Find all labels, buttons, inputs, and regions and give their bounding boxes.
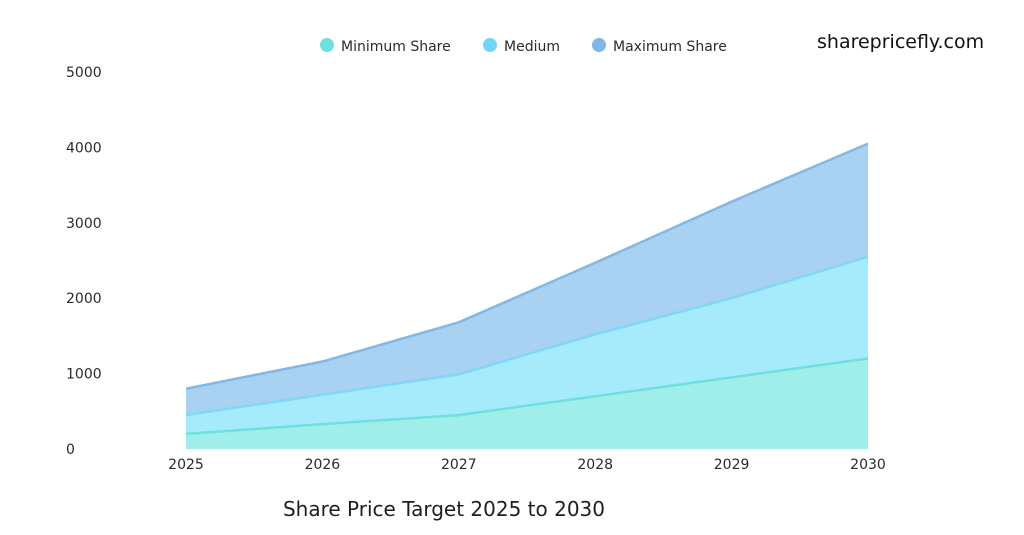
site-name: sharepricefly.com bbox=[817, 31, 984, 53]
x-tick-label: 2030 bbox=[850, 457, 886, 473]
x-tick-label: 2026 bbox=[305, 457, 341, 473]
x-axis: 2025 2026 2027 2028 2029 2030 bbox=[168, 457, 886, 473]
x-tick-label: 2028 bbox=[577, 457, 613, 473]
legend: Minimum Share Medium Maximum Share bbox=[320, 38, 727, 55]
legend-swatch-minimum bbox=[320, 38, 334, 52]
line-series-minimum-share bbox=[185, 357, 869, 436]
y-axis: 0 1000 2000 3000 4000 5000 bbox=[66, 65, 102, 458]
y-tick-label: 5000 bbox=[66, 65, 102, 81]
line-series-medium bbox=[185, 255, 869, 417]
y-tick-label: 0 bbox=[66, 442, 75, 458]
chart-areas bbox=[185, 142, 869, 449]
y-tick-label: 3000 bbox=[66, 216, 102, 232]
legend-swatch-maximum bbox=[592, 38, 606, 52]
chart-title: Share Price Target 2025 to 2030 bbox=[283, 497, 605, 521]
x-tick-label: 2027 bbox=[441, 457, 477, 473]
legend-swatch-medium bbox=[483, 38, 497, 52]
x-tick-label: 2025 bbox=[168, 457, 204, 473]
area-series-minimum-share bbox=[186, 358, 868, 449]
y-tick-label: 1000 bbox=[66, 367, 102, 383]
line-series-maximum-share bbox=[185, 142, 869, 390]
y-tick-label: 4000 bbox=[66, 140, 102, 156]
legend-label-medium: Medium bbox=[504, 39, 560, 55]
legend-label-minimum: Minimum Share bbox=[341, 39, 451, 55]
x-tick-label: 2029 bbox=[714, 457, 750, 473]
legend-label-maximum: Maximum Share bbox=[613, 39, 727, 55]
y-tick-label: 2000 bbox=[66, 291, 102, 307]
